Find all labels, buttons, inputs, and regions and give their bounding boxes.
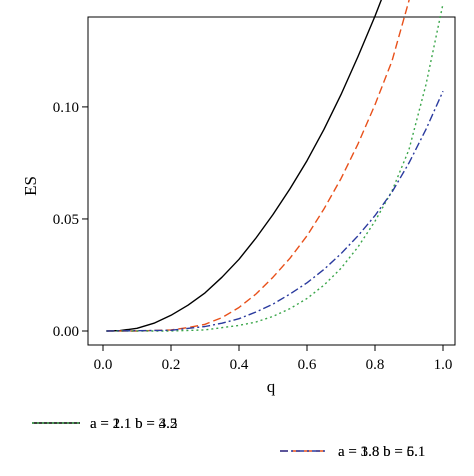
series-line-4 xyxy=(106,90,444,332)
y-tick-label: 0.05 xyxy=(53,212,79,228)
x-tick-label: 0.4 xyxy=(230,357,249,373)
y-tick-label: 0.10 xyxy=(53,100,79,116)
y-tick-label: 0.15 xyxy=(53,0,79,4)
x-axis-label: q xyxy=(267,377,276,396)
plot-frame xyxy=(87,16,456,346)
series-lines xyxy=(106,0,444,332)
series-line-1 xyxy=(106,0,383,332)
legend-label-2: a = 1.8 b = 5.1 xyxy=(338,444,425,460)
legend-label-1: a = 2.1 b = 4.2 xyxy=(90,416,177,432)
legend-label-3: a = 1.1 b = 3.5 xyxy=(90,416,177,432)
x-tick-label: 0.0 xyxy=(94,357,113,373)
x-tick-label: 0.8 xyxy=(366,357,385,373)
y-axis-label: ES xyxy=(21,176,40,196)
series-line-3 xyxy=(106,3,444,332)
x-tick-label: 1.0 xyxy=(434,357,453,373)
x-axis: 0.0 0.2 0.4 0.6 0.8 1.0 xyxy=(94,345,453,373)
y-tick-label: 0.00 xyxy=(53,324,79,340)
legend: a = 2.1 b = 4.2 a = 1.8 b = 5.1 a = 1.1 b … xyxy=(32,416,425,460)
legend-label-4: a = 3.8 b = 6.1 xyxy=(338,444,425,460)
x-tick-label: 0.2 xyxy=(162,357,181,373)
y-axis: 0.000.050.100.150.200.25 xyxy=(53,0,88,340)
x-tick-label: 0.6 xyxy=(298,357,317,373)
series-line-2 xyxy=(106,0,410,332)
